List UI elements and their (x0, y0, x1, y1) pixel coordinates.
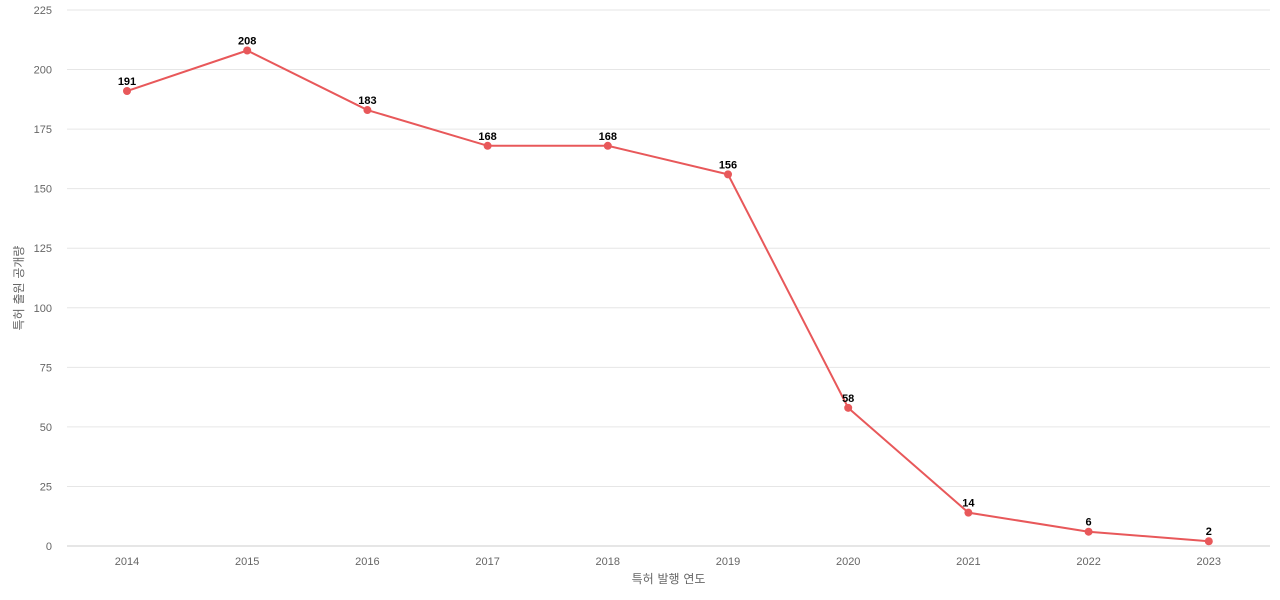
data-point (724, 170, 732, 179)
y-tick-label: 0 (46, 541, 52, 553)
y-tick-label: 50 (40, 422, 52, 434)
data-label: 168 (599, 131, 617, 143)
x-tick-label: 2016 (355, 556, 379, 568)
data-label: 2 (1206, 526, 1212, 538)
series-line (126, 49, 1209, 543)
data-point (243, 46, 252, 55)
data-point (844, 403, 853, 412)
data-label: 183 (358, 95, 376, 107)
data-label: 58 (842, 393, 854, 405)
x-tick-label: 2020 (836, 556, 860, 568)
x-tick-label: 2014 (115, 556, 139, 568)
data-point (123, 86, 131, 95)
data-labels: 191 208 183 168 168 156 58 14 6 2 (118, 35, 1212, 538)
series-group (123, 46, 1213, 546)
x-axis-ticks: 2014 2015 2016 2017 2018 2019 2020 2021 2022 2023 (115, 556, 1221, 568)
y-tick-label: 75 (40, 362, 52, 374)
x-tick-label: 2019 (716, 556, 740, 568)
data-label: 191 (118, 76, 136, 88)
x-axis-title: 특허 발행 연도 (632, 571, 706, 586)
y-tick-label: 100 (34, 303, 52, 315)
y-tick-label: 225 (34, 5, 52, 17)
x-tick-label: 2017 (475, 556, 499, 568)
data-label: 6 (1086, 517, 1092, 529)
data-point (603, 141, 612, 150)
y-tick-label: 25 (40, 481, 52, 493)
y-axis-ticks: 0 25 50 75 100 125 150 175 200 225 (34, 5, 52, 553)
y-tick-label: 200 (34, 65, 52, 77)
x-tick-label: 2021 (956, 556, 980, 568)
data-label: 168 (478, 131, 496, 143)
grid (67, 9, 1270, 487)
data-point (1084, 527, 1093, 536)
y-tick-label: 150 (34, 184, 52, 196)
y-axis-title: 특허 출원 공개량 (12, 246, 26, 331)
x-tick-label: 2022 (1076, 556, 1100, 568)
data-point (363, 106, 372, 115)
y-tick-label: 175 (34, 124, 52, 136)
data-label: 208 (238, 35, 256, 47)
x-tick-label: 2015 (235, 556, 259, 568)
data-label: 156 (719, 159, 737, 171)
data-point (1204, 537, 1213, 546)
x-tick-label: 2018 (596, 556, 620, 568)
x-tick-label: 2023 (1197, 556, 1221, 568)
data-point (483, 141, 492, 150)
y-tick-label: 125 (34, 243, 52, 255)
data-point (964, 508, 973, 517)
data-label: 14 (962, 498, 975, 510)
